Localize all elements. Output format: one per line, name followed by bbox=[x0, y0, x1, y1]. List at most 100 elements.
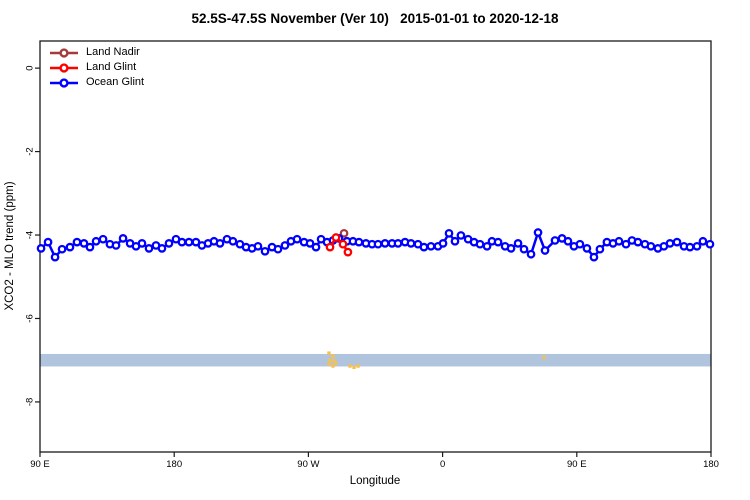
series-point-ocean-glint bbox=[614, 236, 624, 246]
series-point-ocean-glint bbox=[526, 249, 536, 259]
series-point-ocean-glint bbox=[563, 236, 573, 246]
series-point-ocean-glint bbox=[475, 239, 485, 249]
x-tick-label: 90 E bbox=[30, 459, 50, 470]
x-tick-label: 90 W bbox=[297, 459, 319, 470]
legend-label: Ocean Glint bbox=[86, 76, 145, 88]
series-point-ocean-glint bbox=[419, 242, 429, 252]
series-point-ocean-glint bbox=[450, 236, 460, 246]
series-point-ocean-glint bbox=[540, 246, 550, 255]
series-point-ocean-glint bbox=[456, 231, 466, 240]
flagged-soundings bbox=[327, 351, 331, 355]
series-point-ocean-glint bbox=[184, 237, 194, 247]
y-tick-label: -6 bbox=[25, 314, 36, 322]
x-tick-label: 180 bbox=[703, 459, 719, 470]
legend-symbol-line-circle bbox=[50, 77, 78, 88]
series-point-ocean-glint bbox=[79, 239, 89, 248]
series-point-ocean-glint bbox=[519, 244, 529, 254]
series-point-ocean-glint bbox=[280, 241, 290, 250]
flagged-soundings bbox=[356, 364, 360, 368]
flagged-soundings bbox=[328, 358, 332, 362]
series-point-ocean-glint bbox=[575, 239, 585, 249]
series-point-ocean-glint bbox=[595, 244, 605, 254]
series-point-ocean-glint bbox=[621, 239, 631, 249]
chart-title: 52.5S-47.5S November (Ver 10) 2015-01-01… bbox=[191, 11, 559, 26]
series-point-ocean-glint bbox=[354, 237, 364, 247]
series-point-land-glint bbox=[343, 247, 353, 257]
series-point-ocean-glint bbox=[506, 244, 516, 253]
series-point-ocean-glint bbox=[444, 229, 454, 238]
legend-item-ocean-glint: Ocean Glint bbox=[49, 75, 144, 90]
series-point-ocean-glint bbox=[438, 239, 448, 248]
series-point-ocean-glint bbox=[215, 239, 225, 248]
series-point-ocean-glint bbox=[646, 241, 656, 251]
series-point-ocean-glint bbox=[692, 241, 702, 251]
series-point-ocean-glint bbox=[228, 236, 238, 246]
series-point-ocean-glint bbox=[550, 236, 560, 245]
series-point-ocean-glint bbox=[493, 237, 503, 247]
series-point-ocean-glint bbox=[705, 239, 715, 249]
x-axis-label: Longitude bbox=[349, 475, 401, 487]
series-point-ocean-glint bbox=[589, 252, 599, 262]
series-point-ocean-glint bbox=[533, 228, 543, 237]
series-point-ocean-glint bbox=[373, 239, 383, 249]
series-point-ocean-glint bbox=[305, 239, 315, 248]
legend-item-land-glint: Land Glint bbox=[49, 60, 144, 75]
x-tick-label: 90 E bbox=[567, 459, 587, 470]
flagged-soundings bbox=[332, 359, 336, 363]
legend-item-land-nadir: Land Nadir bbox=[49, 45, 144, 60]
series-point-ocean-glint bbox=[43, 237, 53, 247]
series-point-ocean-glint bbox=[582, 244, 592, 253]
series-point-ocean-glint bbox=[513, 239, 523, 248]
series-point-ocean-glint bbox=[273, 244, 283, 254]
series-point-ocean-glint bbox=[380, 239, 390, 248]
x-tick-label: 0 bbox=[440, 459, 445, 470]
series-point-ocean-glint bbox=[137, 239, 147, 248]
legend-label: Land Nadir bbox=[86, 46, 140, 58]
series-point-ocean-glint bbox=[426, 241, 436, 251]
series-point-ocean-glint bbox=[665, 239, 675, 248]
series-point-ocean-glint bbox=[311, 242, 321, 252]
series-point-ocean-glint bbox=[157, 244, 167, 253]
series-point-ocean-glint bbox=[633, 237, 643, 247]
flagged-soundings bbox=[348, 364, 352, 368]
series-line-land-glint bbox=[328, 235, 349, 253]
series-point-ocean-glint bbox=[91, 236, 101, 246]
series-point-ocean-glint bbox=[393, 239, 403, 248]
reference-band bbox=[40, 353, 711, 367]
flagged-soundings bbox=[352, 365, 356, 369]
y-tick-label: -2 bbox=[25, 147, 36, 155]
series-point-ocean-glint bbox=[685, 242, 695, 252]
legend-symbol-line-circle bbox=[50, 47, 78, 58]
series-point-ocean-glint bbox=[118, 234, 128, 243]
series-point-ocean-glint bbox=[72, 237, 82, 247]
series-point-ocean-glint bbox=[65, 242, 75, 252]
legend-symbol-line-circle bbox=[50, 62, 78, 73]
series-point-ocean-glint bbox=[406, 239, 416, 248]
series-point-ocean-glint bbox=[253, 241, 263, 251]
series-point-ocean-glint bbox=[85, 242, 95, 252]
series-point-ocean-glint bbox=[698, 236, 708, 246]
flagged-soundings bbox=[327, 362, 331, 366]
series-point-ocean-glint bbox=[36, 244, 46, 253]
series-point-ocean-glint bbox=[482, 241, 492, 251]
series-point-land-nadir bbox=[339, 229, 349, 238]
y-tick-label: -4 bbox=[25, 231, 36, 239]
series-point-ocean-glint bbox=[144, 244, 154, 253]
flagged-soundings bbox=[331, 354, 335, 358]
series-point-ocean-glint bbox=[164, 239, 174, 248]
series-point-ocean-glint bbox=[292, 234, 302, 244]
flagged-soundings bbox=[542, 355, 546, 359]
y-tick-label: -8 bbox=[25, 398, 36, 406]
legend-label: Land Glint bbox=[86, 61, 137, 73]
series-point-land-glint bbox=[338, 239, 348, 249]
x-tick-label: 180 bbox=[166, 459, 182, 470]
series-point-land-glint bbox=[331, 233, 341, 242]
series-point-ocean-glint bbox=[260, 246, 270, 256]
y-tick-label: 0 bbox=[25, 65, 36, 70]
series-point-ocean-glint bbox=[177, 237, 187, 247]
series-point-ocean-glint bbox=[50, 252, 60, 262]
flagged-soundings bbox=[334, 361, 338, 365]
series-point-land-glint bbox=[325, 242, 335, 252]
flagged-soundings bbox=[331, 364, 335, 368]
